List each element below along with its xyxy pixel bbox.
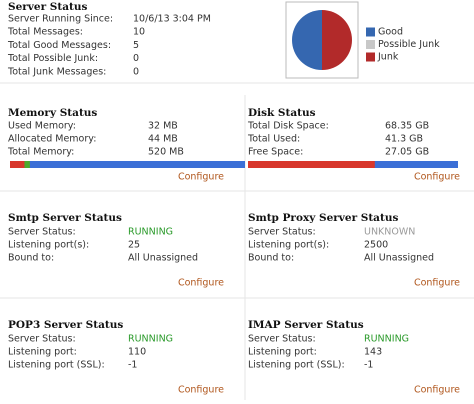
legend-label: Possible Junk	[378, 39, 440, 50]
row-value: 25	[128, 240, 140, 251]
legend-swatch	[366, 52, 375, 62]
configure-link[interactable]: Configure	[178, 385, 224, 396]
panel-title: POP3 Server Status	[8, 319, 123, 331]
legend-label: Good	[378, 27, 403, 38]
row-label: Total Memory:	[7, 147, 74, 158]
row-label: Total Good Messages:	[7, 40, 111, 51]
row-value: 5	[133, 40, 139, 51]
row-value: 2500	[364, 240, 388, 251]
usage-bar	[10, 161, 245, 168]
legend-swatch	[366, 40, 375, 49]
row-label: Listening port (SSL):	[248, 360, 345, 371]
panel-title: IMAP Server Status	[248, 319, 364, 331]
row-label: Bound to:	[8, 253, 54, 264]
configure-link[interactable]: Configure	[414, 385, 460, 396]
usage-bar	[10, 161, 25, 168]
row-label: Listening port (SSL):	[8, 360, 105, 371]
pie-slice	[322, 10, 352, 70]
row-value: All Unassigned	[128, 253, 198, 264]
row-label: Allocated Memory:	[8, 134, 96, 145]
usage-bar	[374, 161, 458, 168]
row-value: 27.05 GB	[385, 147, 429, 158]
status-value: RUNNING	[128, 227, 173, 238]
row-label: Total Used:	[247, 134, 300, 145]
row-label: Total Junk Messages:	[7, 66, 106, 77]
row-value: All Unassigned	[364, 253, 434, 264]
panel-title: Server Status	[8, 1, 87, 13]
row-value: 44 MB	[148, 134, 178, 145]
row-label: Server Status:	[8, 334, 76, 345]
panel-title: Disk Status	[248, 107, 316, 119]
row-value: 41.3 GB	[385, 134, 423, 145]
row-label: Listening port:	[8, 347, 77, 358]
panel-title: Memory Status	[8, 107, 97, 119]
row-label: Server Running Since:	[8, 14, 113, 25]
row-label: Server Status:	[248, 334, 316, 345]
row-label: Listening port(s):	[8, 240, 89, 251]
row-label: Server Status:	[248, 227, 316, 238]
usage-bar	[248, 161, 375, 168]
row-value: 520 MB	[148, 147, 184, 158]
row-label: Server Status:	[8, 227, 76, 238]
row-value: 10/6/13 3:04 PM	[133, 14, 211, 25]
pie-slice	[292, 10, 322, 70]
panel-title: Smtp Server Status	[8, 212, 122, 224]
row-label: Free Space:	[248, 147, 303, 158]
legend-label: Junk	[377, 52, 399, 63]
status-value: RUNNING	[128, 334, 173, 345]
legend-swatch	[366, 27, 375, 37]
configure-link[interactable]: Configure	[178, 278, 224, 289]
row-label: Used Memory:	[8, 121, 76, 132]
row-value: -1	[128, 360, 137, 371]
panel-title: Smtp Proxy Server Status	[248, 212, 398, 224]
row-label: Bound to:	[248, 253, 294, 264]
row-label: Listening port:	[248, 347, 317, 358]
row-value: 0	[133, 66, 139, 77]
row-label: Total Possible Junk:	[7, 53, 98, 64]
row-label: Total Disk Space:	[247, 121, 329, 132]
configure-link[interactable]: Configure	[178, 172, 224, 183]
row-label: Listening port(s):	[248, 240, 329, 251]
configure-link[interactable]: Configure	[414, 172, 460, 183]
configure-link[interactable]: Configure	[414, 278, 460, 289]
row-value: 32 MB	[148, 121, 178, 132]
row-value: 0	[133, 53, 139, 64]
row-value: 10	[133, 27, 145, 38]
row-value: 143	[364, 347, 382, 358]
status-value: RUNNING	[364, 334, 409, 345]
status-value: UNKNOWN	[364, 227, 415, 238]
row-label: Total Messages:	[7, 27, 83, 38]
row-value: 110	[128, 347, 146, 358]
row-value: 68.35 GB	[385, 121, 429, 132]
row-value: -1	[364, 360, 373, 371]
